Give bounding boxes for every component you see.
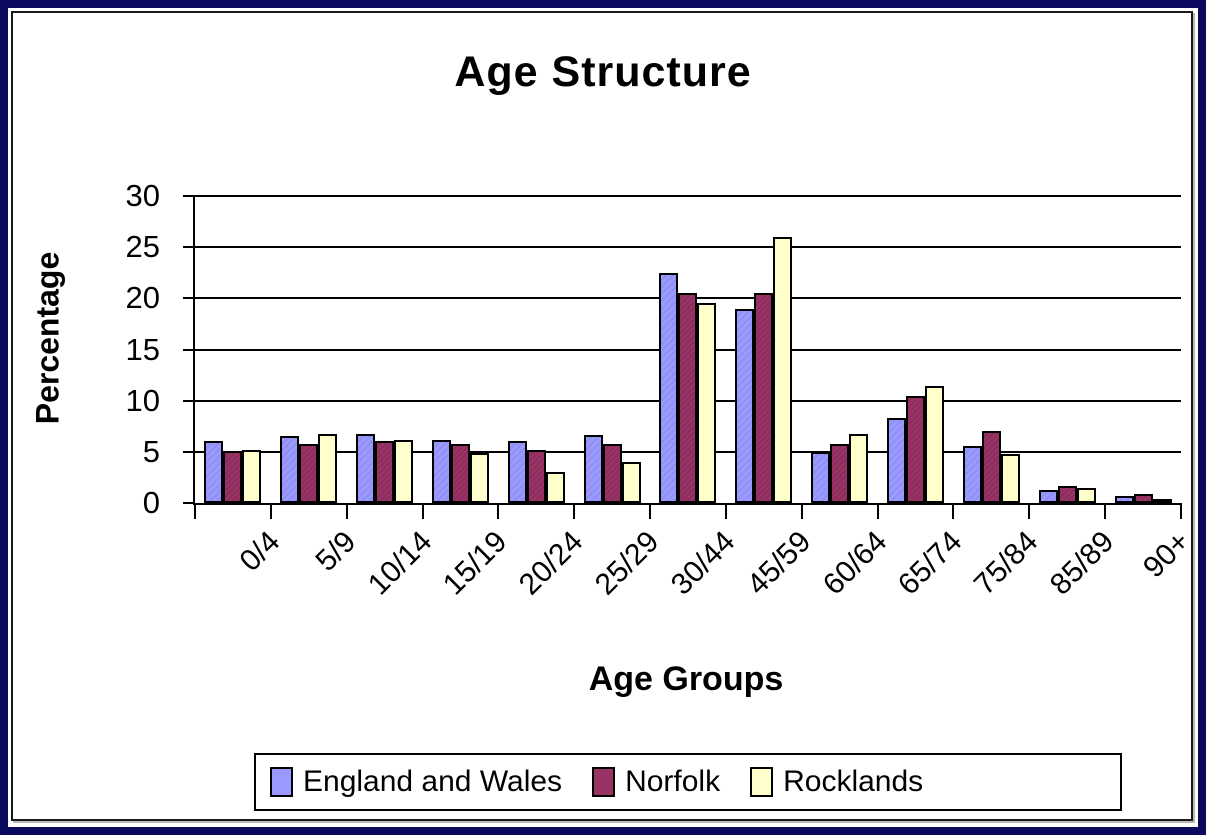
- legend-label: England and Wales: [303, 765, 563, 798]
- legend-entry-rocklands: Rocklands: [750, 765, 923, 799]
- bar-norfolk-45-59: [754, 293, 773, 503]
- y-tick-25: [183, 246, 195, 249]
- bar-rocklands-65-74: [925, 386, 944, 503]
- bar-norfolk-25-29: [603, 444, 622, 503]
- chart-border-box: [11, 11, 1193, 821]
- bar-england-and-wales-90+: [1115, 496, 1134, 503]
- y-tick-30: [183, 195, 195, 197]
- x-tick-6: [649, 503, 652, 519]
- x-tick-11: [1028, 503, 1031, 519]
- bar-england-and-wales-30-44: [659, 273, 678, 503]
- x-tick-8: [800, 503, 803, 519]
- bar-norfolk-0-4: [223, 451, 242, 503]
- y-axis-title: Percentage: [29, 251, 66, 425]
- y-tick-label-25: 25: [125, 229, 160, 265]
- bar-rocklands-15-19: [470, 453, 489, 503]
- bar-rocklands-60-64: [849, 434, 868, 503]
- x-tick-10: [952, 503, 955, 519]
- bar-rocklands-75-84: [1001, 454, 1020, 503]
- legend-entry-norfolk: Norfolk: [592, 765, 720, 799]
- legend-swatch-icon: [750, 767, 774, 797]
- bar-england-and-wales-65-74: [887, 418, 906, 503]
- legend-swatch-icon: [270, 767, 293, 797]
- bar-england-and-wales-5-9: [280, 436, 299, 503]
- bar-rocklands-45-59: [773, 237, 792, 503]
- legend-entry-england-and-wales: England and Wales: [270, 765, 562, 799]
- bar-england-and-wales-25-29: [584, 435, 603, 503]
- bar-norfolk-75-84: [982, 431, 1001, 503]
- bar-norfolk-20-24: [527, 450, 546, 503]
- bar-england-and-wales-85-89: [1039, 490, 1058, 503]
- x-tick-1: [269, 503, 272, 519]
- bar-england-and-wales-45-59: [735, 309, 754, 503]
- x-tick-4: [497, 503, 500, 519]
- y-tick-15: [183, 348, 195, 351]
- y-tick-label-15: 15: [125, 331, 160, 367]
- x-tick-3: [421, 503, 424, 519]
- bar-rocklands-10-14: [394, 440, 413, 503]
- legend-swatch-icon: [592, 767, 616, 797]
- y-tick-label-5: 5: [142, 433, 160, 469]
- x-tick-5: [573, 503, 576, 519]
- x-tick-12: [1104, 503, 1107, 519]
- bar-norfolk-5-9: [299, 444, 318, 503]
- x-tick-0: [194, 503, 196, 519]
- gridline-30: [195, 195, 1181, 197]
- bar-norfolk-60-64: [830, 444, 849, 503]
- y-tick-20: [183, 297, 195, 300]
- bar-norfolk-90+: [1134, 494, 1153, 503]
- legend-label: Norfolk: [625, 765, 721, 798]
- bar-england-and-wales-75-84: [963, 446, 982, 503]
- bar-rocklands-85-89: [1077, 488, 1096, 503]
- bar-norfolk-10-14: [375, 441, 394, 503]
- bar-norfolk-30-44: [678, 293, 697, 503]
- y-tick-10: [183, 399, 195, 402]
- bar-rocklands-20-24: [546, 472, 565, 503]
- bar-norfolk-85-89: [1058, 486, 1077, 503]
- y-tick-label-10: 10: [125, 382, 160, 418]
- plot-area: 0 5 10 15 20 25 30 0/4 5/9 10/14 15/19 20/24 25/29 30…: [126, 180, 1197, 602]
- bar-rocklands-0-4: [242, 450, 261, 503]
- x-tick-2: [345, 503, 348, 519]
- legend: England and Wales Norfolk Rocklands: [254, 753, 1122, 811]
- bar-norfolk-15-19: [451, 444, 470, 503]
- gridline-25: [195, 246, 1181, 249]
- x-tick-9: [876, 503, 879, 519]
- bar-rocklands-90+: [1153, 499, 1172, 503]
- y-tick-label-20: 20: [125, 280, 160, 316]
- bar-england-and-wales-20-24: [508, 441, 527, 503]
- bar-rocklands-5-9: [318, 434, 337, 503]
- bar-england-and-wales-0-4: [204, 441, 223, 503]
- y-tick-label-30: 30: [125, 178, 160, 213]
- bar-england-and-wales-10-14: [356, 434, 375, 503]
- bar-norfolk-65-74: [906, 396, 925, 503]
- x-tick-7: [724, 503, 727, 519]
- x-axis-title: Age Groups: [588, 660, 784, 698]
- bar-england-and-wales-15-19: [432, 440, 451, 503]
- bar-rocklands-25-29: [622, 462, 641, 503]
- y-tick-5: [183, 450, 195, 453]
- chart-title: Age Structure: [454, 48, 752, 96]
- y-tick-label-0: 0: [142, 485, 160, 520]
- bar-england-and-wales-60-64: [811, 452, 830, 503]
- legend-label: Rocklands: [783, 765, 924, 798]
- y-tick-0: [183, 502, 195, 504]
- bar-rocklands-30-44: [697, 303, 716, 503]
- x-tick-13: [1180, 503, 1182, 519]
